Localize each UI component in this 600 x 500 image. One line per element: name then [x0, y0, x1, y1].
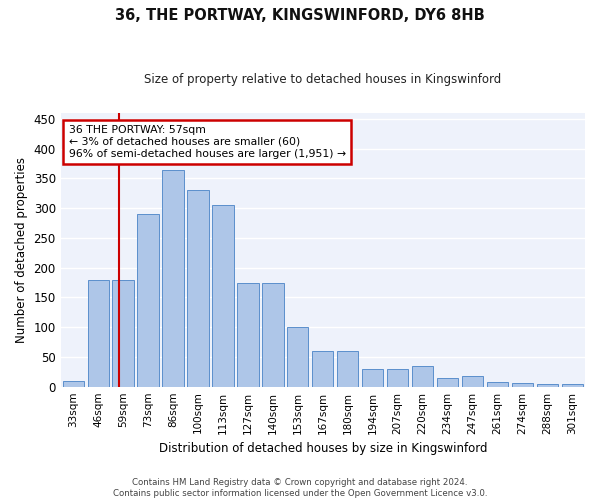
Bar — [238, 282, 259, 387]
Bar — [88, 280, 109, 386]
Bar — [112, 280, 134, 386]
Bar — [412, 366, 433, 386]
Bar — [163, 170, 184, 386]
Bar — [312, 351, 334, 386]
Bar — [537, 384, 558, 386]
Y-axis label: Number of detached properties: Number of detached properties — [15, 157, 28, 343]
Text: 36, THE PORTWAY, KINGSWINFORD, DY6 8HB: 36, THE PORTWAY, KINGSWINFORD, DY6 8HB — [115, 8, 485, 22]
Bar — [287, 327, 308, 386]
Bar — [62, 380, 84, 386]
Text: 36 THE PORTWAY: 57sqm
← 3% of detached houses are smaller (60)
96% of semi-detac: 36 THE PORTWAY: 57sqm ← 3% of detached h… — [68, 126, 346, 158]
Bar — [187, 190, 209, 386]
Bar — [387, 369, 409, 386]
Bar — [462, 376, 483, 386]
Bar — [362, 369, 383, 386]
Title: Size of property relative to detached houses in Kingswinford: Size of property relative to detached ho… — [144, 72, 502, 86]
Bar — [262, 282, 284, 387]
Bar — [512, 383, 533, 386]
Text: Contains HM Land Registry data © Crown copyright and database right 2024.
Contai: Contains HM Land Registry data © Crown c… — [113, 478, 487, 498]
Bar — [562, 384, 583, 386]
Bar — [212, 206, 233, 386]
X-axis label: Distribution of detached houses by size in Kingswinford: Distribution of detached houses by size … — [158, 442, 487, 455]
Bar — [437, 378, 458, 386]
Bar — [487, 382, 508, 386]
Bar — [337, 351, 358, 386]
Bar — [137, 214, 158, 386]
